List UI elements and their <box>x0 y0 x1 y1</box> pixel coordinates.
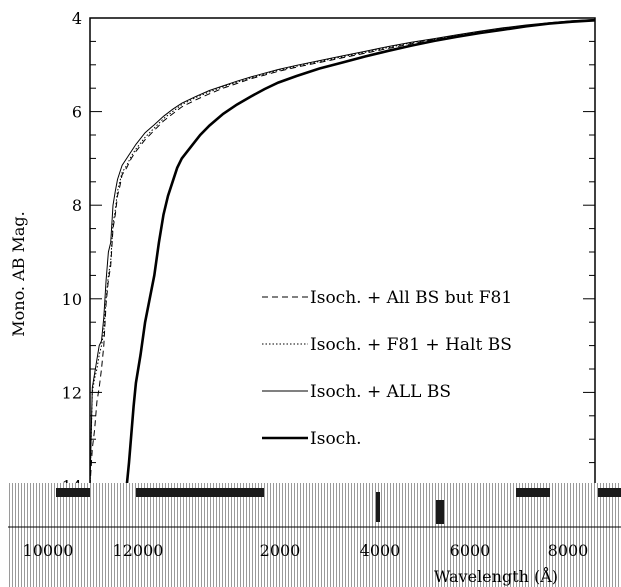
y-tick-label: 4 <box>72 9 82 28</box>
y-axis-title: Mono. AB Mag. <box>9 211 28 337</box>
y-tick-label: 6 <box>72 103 82 122</box>
legend-label: Isoch. + F81 + Halt BS <box>310 335 512 355</box>
legend-label: Isoch. + All BS but F81 <box>310 288 512 308</box>
series-line-2 <box>89 18 596 487</box>
axis-band-segment <box>56 488 90 497</box>
y-tick-label: 10 <box>62 290 82 309</box>
series-line-0 <box>89 19 596 487</box>
axis-band-segment <box>598 488 621 497</box>
y-tick-label: 8 <box>72 196 82 215</box>
x-tick-label: 8000 <box>548 541 589 560</box>
x-axis-title: Wavelength (Å) <box>434 566 558 586</box>
plot-frame <box>89 17 596 487</box>
x-axis-ticks: 10000 12000 2000 4000 6000 8000 <box>23 541 589 560</box>
axis-band-segment <box>136 488 264 497</box>
series-layer <box>89 18 596 487</box>
y-axis-ticks: 468101214 <box>62 9 595 496</box>
wavelength-axis-band <box>8 483 621 587</box>
x-tick-label: 12000 <box>113 541 164 560</box>
axis-band-segment <box>376 492 380 522</box>
legend: Isoch. + All BS but F81 Isoch. + F81 + Ha… <box>262 288 512 449</box>
series-line-3 <box>125 19 596 487</box>
axis-band-background <box>8 483 621 587</box>
x-tick-label: 10000 <box>23 541 74 560</box>
series-line-1 <box>89 19 596 487</box>
x-tick-label: 2000 <box>260 541 301 560</box>
x-tick-label: 4000 <box>360 541 401 560</box>
y-tick-label: 12 <box>62 383 82 402</box>
axis-band-segment <box>436 500 444 524</box>
axis-band-segment <box>516 488 550 497</box>
legend-label: Isoch. <box>310 429 362 449</box>
legend-label: Isoch. + ALL BS <box>310 382 451 402</box>
x-tick-label: 6000 <box>450 541 491 560</box>
